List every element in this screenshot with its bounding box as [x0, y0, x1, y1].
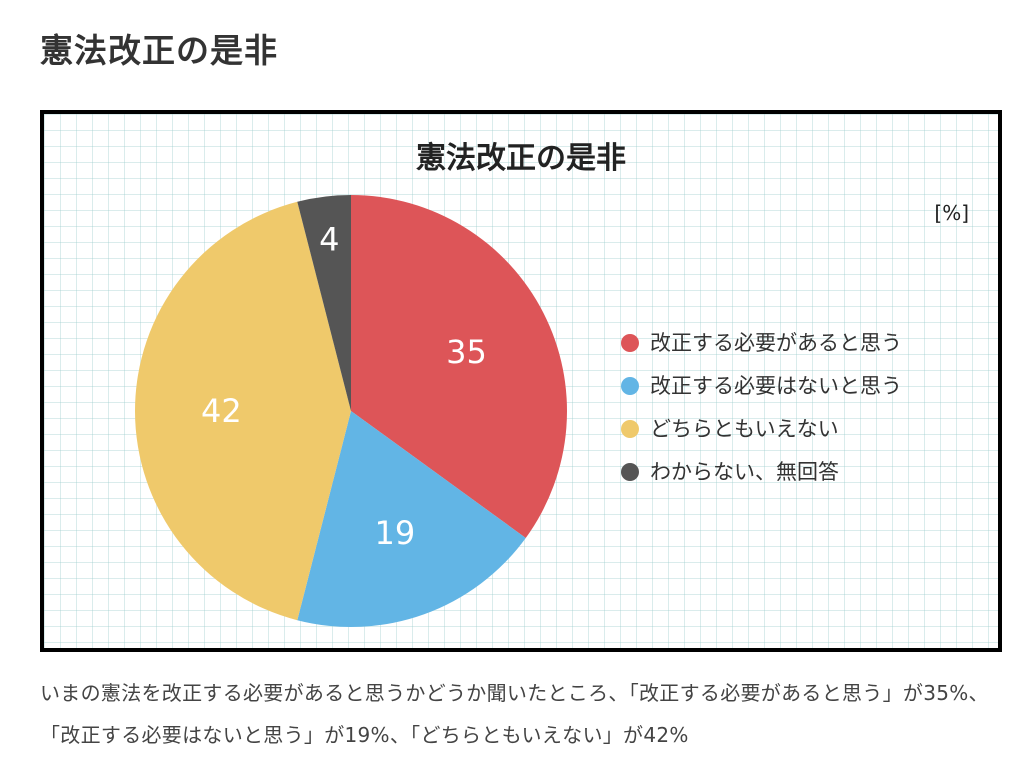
- pie-value-label: 35: [446, 333, 487, 371]
- legend-label: わからない、無回答: [650, 460, 839, 484]
- chart-title: 憲法改正の是非: [416, 141, 626, 176]
- unit-label: [%]: [934, 201, 969, 225]
- pie-value-label: 19: [375, 514, 416, 552]
- page-title: 憲法改正の是非: [40, 31, 278, 70]
- pie-value-label: 4: [319, 221, 339, 259]
- pie-chart: 憲法改正の是非 [%] 35 19 42 4 改正する必要があると思う改正する必要はな…: [135, 141, 969, 627]
- legend-marker: [621, 334, 639, 352]
- chart-frame: 憲法改正の是非 [%] 35 19 42 4 改正する必要があると思う 改正する必要はな…: [40, 110, 1002, 652]
- legend-marker: [621, 377, 639, 395]
- legend-label: 改正する必要はないと思う: [650, 374, 902, 398]
- legend-marker: [621, 420, 639, 438]
- pie-slice: [351, 195, 567, 538]
- legend: 改正する必要があると思う改正する必要はないと思うどちらともいえないわからない、無…: [621, 331, 902, 484]
- pie-slice: [297, 195, 351, 411]
- pie-value-label: 42: [201, 392, 242, 430]
- pie-slices: [135, 195, 567, 627]
- legend-marker: [621, 463, 639, 481]
- pie-slice: [135, 201, 351, 621]
- legend-label: どちらともいえない: [650, 417, 839, 441]
- pie-value-labels: 35 19 42 4: [201, 221, 487, 552]
- pie-slice: [297, 411, 526, 627]
- article-caption: いまの憲法を改正する必要があると思うかどうか聞いたところ、「改正する必要があると…: [40, 681, 989, 747]
- legend-label: 改正する必要があると思う: [650, 331, 902, 355]
